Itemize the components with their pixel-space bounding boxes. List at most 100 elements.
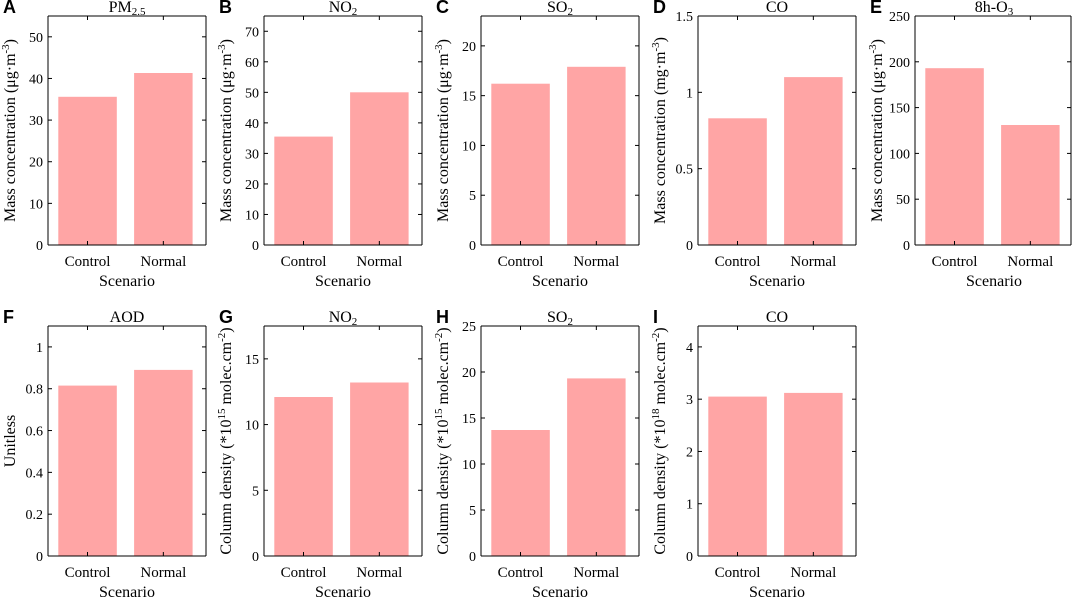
bar-normal bbox=[567, 66, 626, 245]
y-tick-label: 20 bbox=[245, 178, 259, 193]
y-tick-label: 200 bbox=[889, 56, 910, 71]
y-tick-label: 0 bbox=[36, 550, 43, 565]
y-tick-label: 50 bbox=[896, 193, 910, 208]
bar-control bbox=[274, 397, 333, 556]
y-axis-label: Mass concentration (μg·m-3) bbox=[216, 39, 235, 222]
y-axis-label: Mass concentration (mg·m-3) bbox=[650, 37, 669, 224]
y-tick-label: 1 bbox=[686, 86, 693, 101]
x-tick-label: Normal bbox=[790, 565, 836, 581]
y-tick-label: 15 bbox=[462, 90, 476, 105]
y-tick-label: 1 bbox=[36, 341, 43, 356]
y-axis-label: Unitless bbox=[2, 415, 19, 467]
panel-letter: E bbox=[870, 0, 882, 17]
y-tick-label: 150 bbox=[889, 102, 910, 117]
chart-panel-b: 0 10 20 30 40 50 60 70 Control Normal Scenario NO2 M… bbox=[216, 0, 423, 290]
bar-normal bbox=[567, 378, 626, 556]
bar-normal bbox=[784, 77, 843, 245]
y-tick-label: 20 bbox=[29, 156, 43, 171]
bar-normal bbox=[350, 382, 409, 556]
x-tick-label: Control bbox=[498, 565, 544, 581]
y-tick-label: 0 bbox=[903, 239, 910, 254]
y-tick-label: 60 bbox=[245, 56, 259, 71]
bar-control bbox=[58, 96, 117, 245]
panel-letter: I bbox=[653, 307, 658, 327]
x-tick-label: Control bbox=[715, 565, 761, 581]
chart-panel-c: 0 5 10 15 20 Control Normal Scenario SO2 Mass con… bbox=[433, 0, 640, 290]
x-axis-label: Scenario bbox=[532, 584, 588, 597]
chart-title: 8h-O3 bbox=[975, 0, 1014, 18]
chart-title: PM2.5 bbox=[109, 0, 146, 18]
chart-panel-h: 0 5 10 15 20 25 Control Normal Scenario SO2 Column… bbox=[433, 307, 640, 597]
x-tick-label: Normal bbox=[356, 565, 402, 581]
y-tick-label: 0.2 bbox=[26, 508, 44, 523]
y-tick-label: 0 bbox=[686, 550, 693, 565]
y-tick-label: 15 bbox=[245, 353, 259, 368]
x-tick-label: Control bbox=[281, 254, 327, 270]
x-axis-label: Scenario bbox=[99, 584, 155, 597]
chart-panel-e: 0 50 100 150 200 250 Control Normal Scenario 8h-O… bbox=[867, 0, 1072, 290]
y-axis-label: Column density (*1018 molec.cm-2) bbox=[650, 327, 669, 554]
y-tick-label: 20 bbox=[462, 40, 476, 55]
x-tick-label: Control bbox=[65, 254, 111, 270]
y-tick-label: 0 bbox=[36, 239, 43, 254]
y-tick-label: 10 bbox=[462, 139, 476, 154]
bar-normal bbox=[1001, 125, 1060, 245]
bar-control bbox=[274, 136, 333, 245]
x-tick-label: Normal bbox=[790, 254, 836, 270]
y-tick-label: 4 bbox=[686, 341, 693, 356]
bar-normal bbox=[350, 92, 409, 245]
y-tick-label: 25 bbox=[462, 320, 476, 335]
bar-normal bbox=[134, 369, 193, 556]
x-tick-label: Control bbox=[498, 254, 544, 270]
x-axis-label: Scenario bbox=[532, 273, 588, 290]
y-tick-label: 1.5 bbox=[676, 10, 694, 25]
chart-title: CO bbox=[766, 0, 788, 16]
x-axis-label: Scenario bbox=[749, 273, 805, 290]
x-axis-label: Scenario bbox=[315, 584, 371, 597]
panel-letter: H bbox=[436, 307, 449, 327]
panel-letter: G bbox=[219, 307, 233, 327]
y-axis-label: Column density (*1015 molec.cm-2) bbox=[216, 327, 235, 554]
bar-normal bbox=[134, 73, 193, 245]
chart-panel-g: 0 5 10 15 Control Normal Scenario NO2 Column den… bbox=[216, 307, 423, 597]
x-tick-label: Normal bbox=[573, 565, 619, 581]
bar-control bbox=[58, 385, 117, 556]
y-tick-label: 10 bbox=[462, 458, 476, 473]
y-axis-label: Mass concentration (μg·m-3) bbox=[433, 39, 452, 222]
y-tick-label: 5 bbox=[469, 504, 476, 519]
bar-control bbox=[708, 118, 767, 245]
y-tick-label: 30 bbox=[29, 114, 43, 129]
x-tick-label: Normal bbox=[140, 565, 186, 581]
chart-panel-d: 0 0.5 1 1.5 Control Normal Scenario CO Mass conc… bbox=[650, 0, 857, 290]
y-tick-label: 2 bbox=[686, 445, 693, 460]
x-axis-label: Scenario bbox=[749, 584, 805, 597]
bar-control bbox=[708, 396, 767, 556]
panel-letter: C bbox=[436, 0, 449, 17]
y-tick-label: 0.5 bbox=[676, 163, 694, 178]
panel-letter: A bbox=[3, 0, 16, 17]
x-tick-label: Normal bbox=[573, 254, 619, 270]
y-tick-label: 10 bbox=[29, 197, 43, 212]
y-tick-label: 250 bbox=[889, 10, 910, 25]
y-tick-label: 40 bbox=[245, 117, 259, 132]
chart-title: NO2 bbox=[329, 0, 358, 18]
chart-title: NO2 bbox=[329, 309, 358, 328]
bar-control bbox=[491, 430, 550, 556]
chart-title: SO2 bbox=[547, 0, 573, 18]
y-tick-label: 0 bbox=[252, 239, 259, 254]
x-axis-label: Scenario bbox=[966, 273, 1022, 290]
y-tick-label: 0 bbox=[469, 550, 476, 565]
chart-title: SO2 bbox=[547, 309, 573, 328]
y-axis-label: Mass concentration (μg·m-3) bbox=[867, 39, 886, 222]
y-tick-label: 5 bbox=[469, 189, 476, 204]
y-tick-label: 15 bbox=[462, 412, 476, 427]
panel-letter: D bbox=[653, 0, 666, 17]
y-tick-label: 0.6 bbox=[26, 425, 44, 440]
x-tick-label: Control bbox=[281, 565, 327, 581]
y-tick-label: 70 bbox=[245, 25, 259, 40]
y-tick-label: 0 bbox=[469, 239, 476, 254]
y-tick-label: 20 bbox=[462, 366, 476, 381]
y-tick-label: 10 bbox=[245, 419, 259, 434]
y-axis-label: Column density (*1015 molec.cm-2) bbox=[433, 327, 452, 554]
bar-normal bbox=[784, 392, 843, 556]
